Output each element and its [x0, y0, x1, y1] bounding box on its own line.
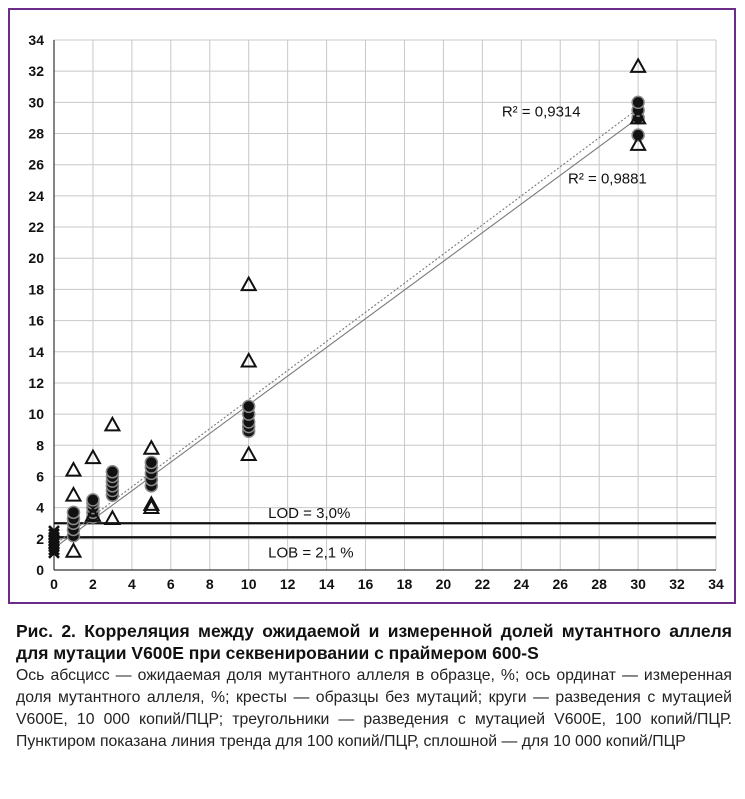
- x-tick-label: 26: [552, 576, 568, 592]
- data-point-triangle: [629, 108, 647, 125]
- reference-line-label: LOD = 3,0%: [268, 505, 350, 522]
- y-tick-label: 8: [36, 437, 44, 453]
- y-tick-label: 2: [36, 531, 44, 547]
- data-point-cross: [48, 525, 60, 537]
- y-tick-label: 20: [28, 250, 44, 266]
- x-tick-label: 8: [206, 576, 214, 592]
- data-point-circle: [631, 128, 645, 142]
- data-point-triangle: [142, 439, 161, 455]
- x-tick-label: 16: [358, 576, 374, 592]
- reference-line-label: LOB = 2,1 %: [268, 544, 353, 561]
- data-point-circle: [86, 493, 100, 507]
- y-tick-label: 24: [28, 188, 44, 204]
- y-tick-label: 10: [28, 406, 44, 422]
- x-tick-label: 6: [167, 576, 175, 592]
- x-tick-label: 2: [89, 576, 97, 592]
- y-tick-label: 28: [28, 126, 44, 142]
- y-tick-label: 18: [28, 281, 44, 297]
- y-tick-label: 26: [28, 157, 44, 173]
- trendline: [53, 108, 639, 546]
- trendline: [53, 117, 639, 549]
- chart-frame: 0 2 4 6 8 10 12 14 16 18 20 22 24 26 28 30 32 34 0 2 4 6 8 10 12…: [8, 8, 736, 604]
- x-tick-label: 20: [436, 576, 452, 592]
- scatter-chart: 0 2 4 6 8 10 12 14 16 18 20 22 24 26 28 30 32 34024681012…: [28, 32, 724, 592]
- y-tick-label: 4: [36, 500, 44, 516]
- data-point-triangle: [103, 415, 122, 432]
- caption-title: Рис. 2. Корреляция между ожидаемой и изм…: [16, 621, 732, 663]
- y-tick-label: 22: [28, 219, 44, 235]
- data-point-triangle: [240, 275, 258, 292]
- x-tick-label: 0: [50, 576, 58, 592]
- data-point-triangle: [629, 57, 647, 73]
- data-point-triangle: [64, 485, 83, 502]
- data-point-triangle: [84, 448, 102, 465]
- data-point-triangle: [64, 460, 83, 477]
- r-squared-label: R² = 0,9881: [568, 170, 647, 187]
- r-squared-label: R² = 0,9314: [502, 103, 581, 120]
- x-tick-label: 22: [475, 576, 491, 592]
- caption-body: Ось абсцисс — ожидаемая доля мутантного …: [16, 667, 732, 750]
- y-tick-label: 6: [36, 468, 44, 484]
- data-point-circle: [66, 505, 81, 520]
- figure-caption: Рис. 2. Корреляция между ожидаемой и изм…: [16, 620, 732, 753]
- y-tick-label: 30: [28, 94, 44, 110]
- x-tick-label: 12: [280, 576, 296, 592]
- data-point-triangle: [629, 135, 647, 151]
- x-tick-label: 28: [591, 576, 607, 592]
- data-point-circle: [105, 465, 120, 479]
- y-tick-label: 32: [28, 63, 44, 79]
- y-tick-label: 16: [28, 313, 44, 329]
- x-tick-label: 4: [128, 576, 136, 592]
- data-point-cross: [48, 546, 60, 559]
- data-point-cross: [48, 528, 60, 541]
- x-tick-label: 32: [669, 576, 685, 592]
- x-tick-label: 24: [514, 576, 530, 592]
- data-point-triangle: [103, 509, 122, 525]
- y-tick-label: 12: [28, 375, 44, 391]
- data-point-triangle: [64, 542, 83, 558]
- data-point-triangle: [84, 506, 102, 522]
- x-tick-label: 18: [397, 576, 413, 592]
- y-tick-label: 14: [28, 344, 44, 360]
- data-point-triangle: [240, 351, 258, 368]
- y-tick-label: 0: [36, 562, 44, 578]
- y-tick-label: 34: [28, 32, 44, 48]
- data-point-triangle: [240, 445, 258, 462]
- x-tick-label: 30: [630, 576, 646, 592]
- x-tick-label: 14: [319, 576, 335, 592]
- data-point-circle: [241, 399, 256, 414]
- x-tick-label: 10: [241, 576, 257, 592]
- data-point-triangle: [142, 495, 161, 511]
- data-point-circle: [631, 95, 645, 110]
- data-point-triangle: [142, 498, 161, 515]
- x-tick-label: 34: [708, 576, 724, 592]
- data-point-circle: [144, 455, 159, 470]
